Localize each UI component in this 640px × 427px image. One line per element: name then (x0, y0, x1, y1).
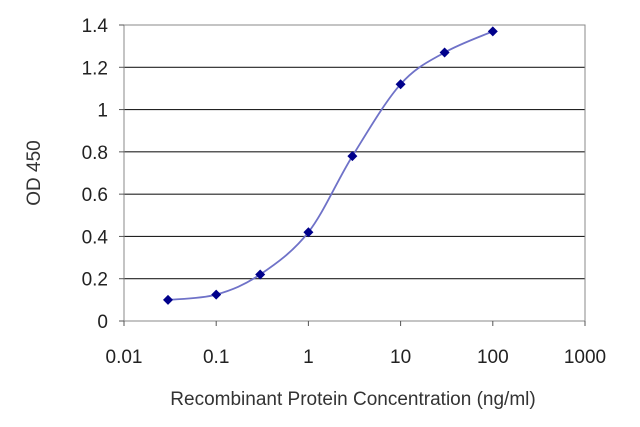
y-tick-label: 1 (97, 101, 108, 122)
data-point (487, 26, 498, 37)
x-tick-label: 10 (390, 347, 411, 368)
fitted-curve (167, 30, 494, 301)
y-tick-label: 0 (97, 312, 108, 333)
y-axis-title: OD 450 (24, 140, 45, 205)
data-point (439, 47, 450, 58)
y-tick-label: 0.6 (82, 185, 108, 206)
x-axis-title: Recombinant Protein Concentration (ng/ml… (170, 389, 535, 410)
data-point (395, 79, 406, 90)
data-point (162, 294, 173, 305)
y-tick-label: 0.2 (82, 270, 108, 291)
y-tick-label: 0.8 (82, 143, 108, 164)
y-tick-label: 1.4 (82, 16, 109, 37)
plot-area-frame (123, 24, 586, 322)
x-tick-label: 1000 (564, 347, 606, 368)
data-point (255, 269, 266, 280)
data-point (347, 151, 358, 162)
data-point (303, 227, 314, 238)
data-point (211, 289, 222, 300)
y-axis-ticks: 0 0.2 0.4 0.6 0.8 1 1.2 1.4 (82, 16, 124, 333)
x-tick-label: 0.01 (106, 347, 143, 368)
data-points (162, 26, 498, 305)
x-axis-ticks: 0.01 0.1 1 10 100 1000 (106, 321, 606, 368)
y-tick-label: 0.4 (82, 227, 109, 248)
y-tick-label: 1.2 (82, 58, 108, 79)
x-tick-label: 100 (477, 347, 509, 368)
x-tick-label: 1 (303, 347, 314, 368)
x-tick-label: 0.1 (203, 347, 229, 368)
